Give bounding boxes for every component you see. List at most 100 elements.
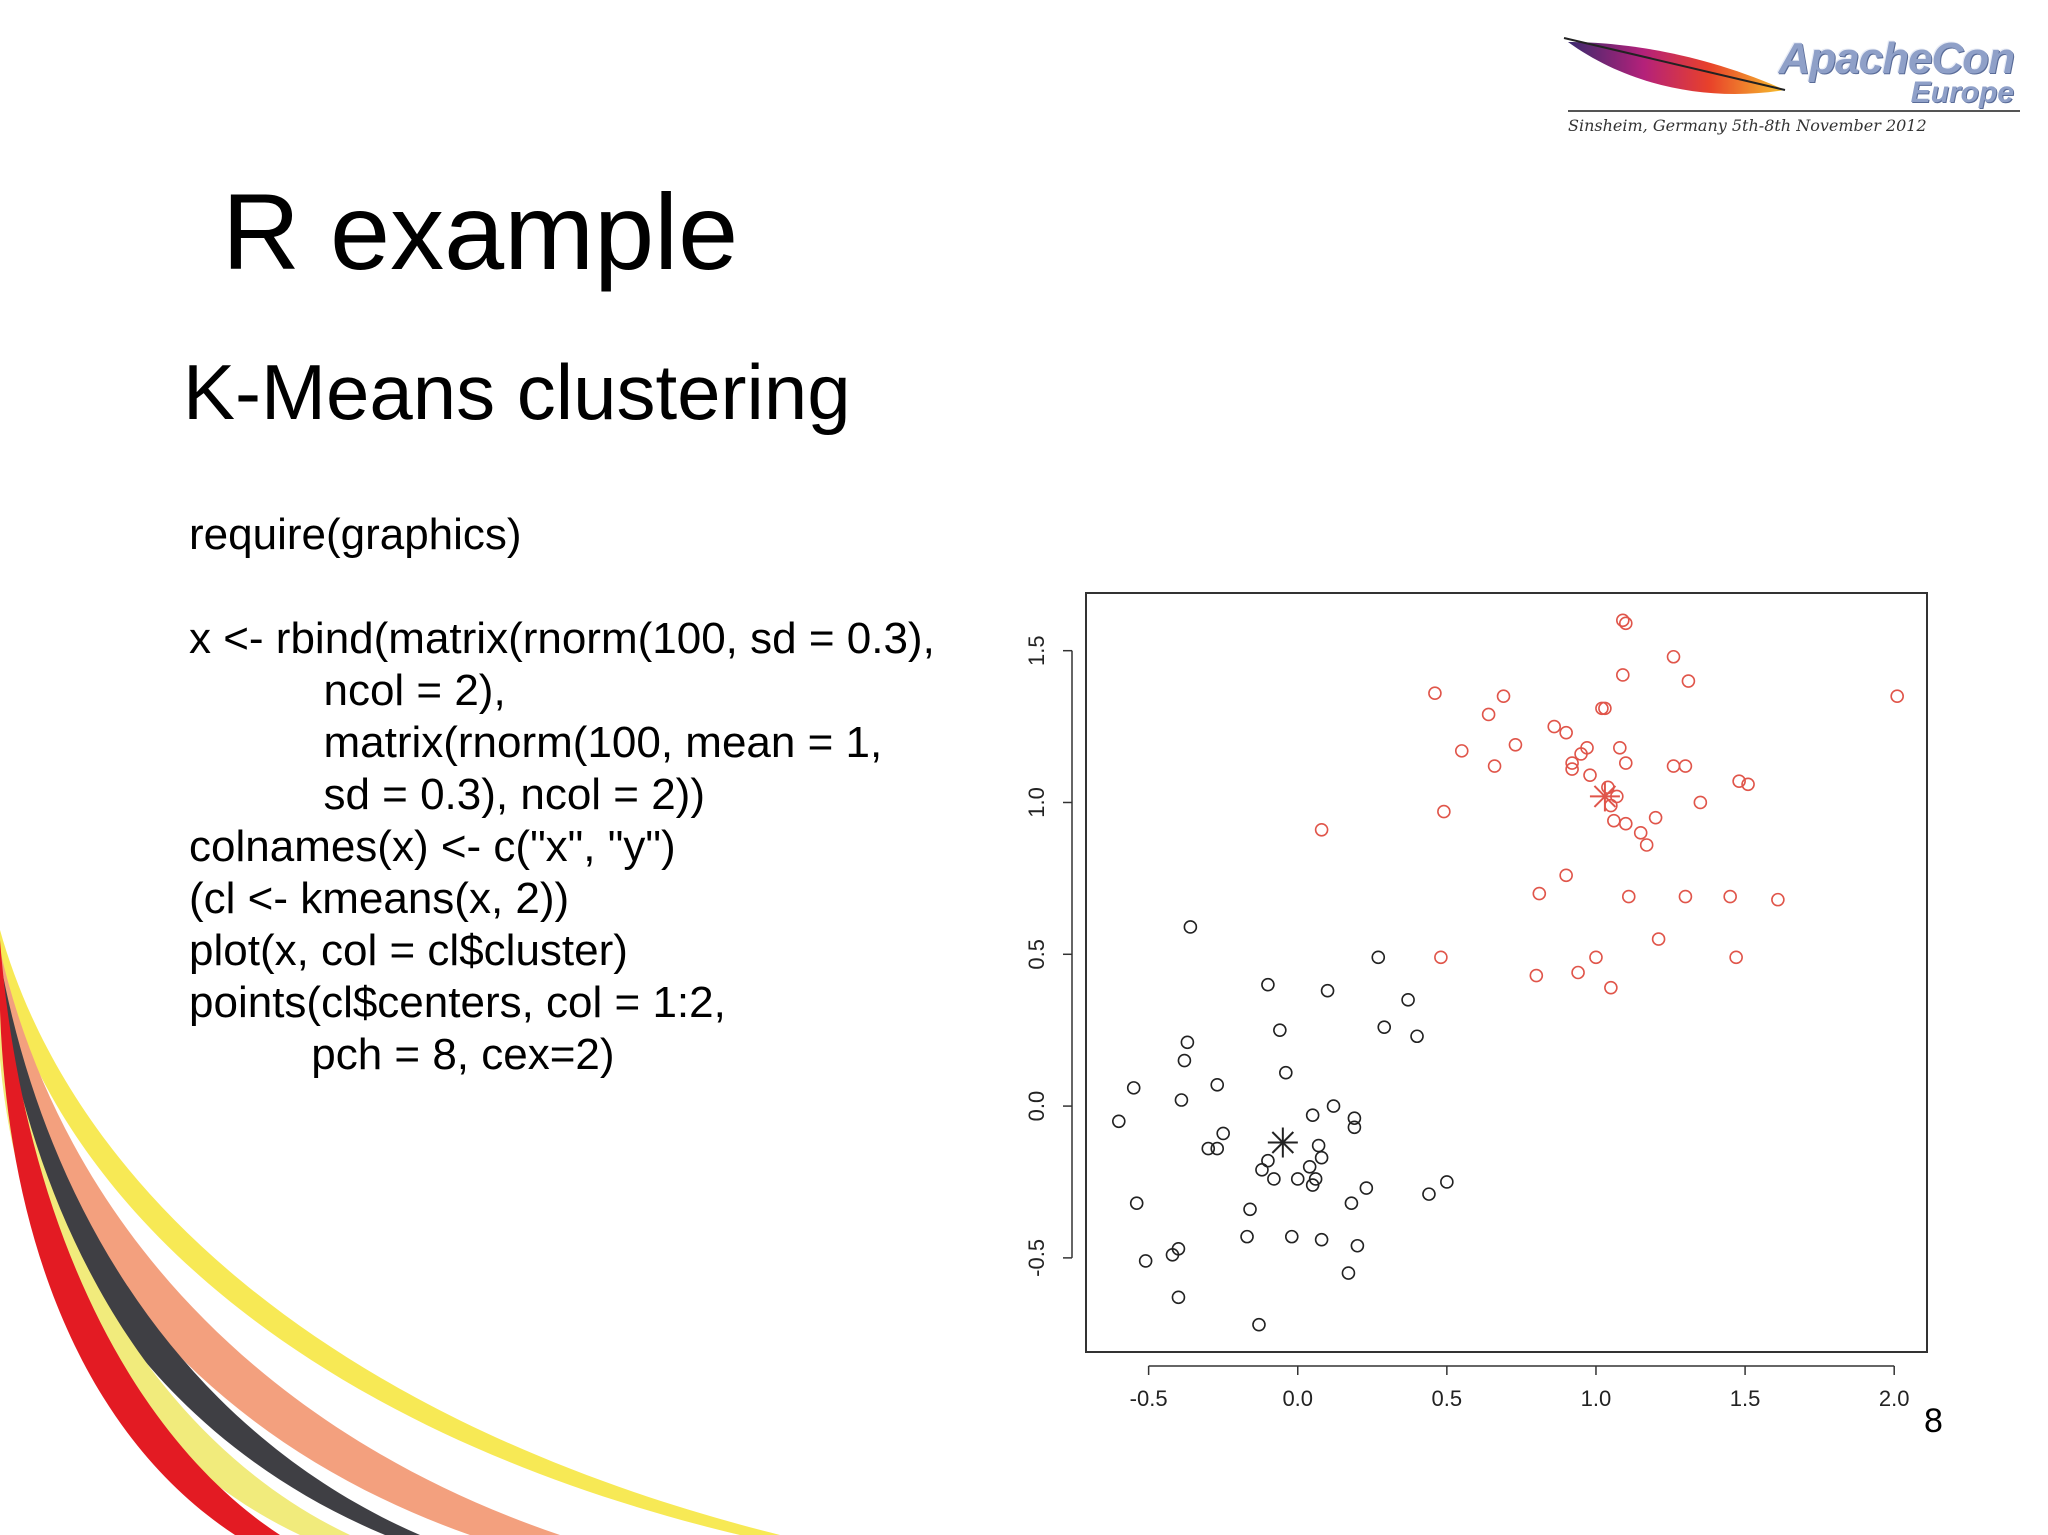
data-point-cluster-2 [1583,768,1597,782]
data-point-cluster-2 [1732,774,1746,789]
data-point-cluster-2 [1621,889,1636,904]
data-point-cluster-2 [1481,707,1496,722]
data-point-cluster-1 [1422,1187,1436,1201]
data-point-cluster-1 [1350,1238,1365,1253]
code-line: plot(x, col = cl$cluster) [189,926,628,975]
y-tick-label: 0.0 [1024,1091,1049,1122]
data-point-cluster-2 [1454,744,1469,758]
data-point-cluster-1 [1401,993,1415,1007]
data-point-cluster-2 [1532,886,1547,901]
data-point-cluster-1 [1112,1114,1126,1129]
code-line: ncol = 2), [189,666,506,715]
data-point-cluster-1 [1243,1202,1257,1217]
data-point-cluster-2 [1651,932,1666,946]
wave-salmon [0,950,560,1535]
data-point-cluster-2 [1678,889,1693,904]
data-point-cluster-2 [1604,980,1618,995]
data-point-cluster-1 [1261,977,1275,992]
data-point-cluster-1 [1314,1232,1329,1247]
data-point-cluster-1 [1279,1065,1293,1080]
data-point-cluster-1 [1126,1081,1141,1095]
data-point-cluster-2 [1487,759,1502,773]
data-point-cluster-1 [1261,1153,1275,1168]
data-point-cluster-2 [1723,889,1737,904]
data-point-cluster-2 [1613,741,1627,755]
data-point-cluster-1 [1171,1241,1186,1256]
data-point-cluster-1 [1210,1078,1225,1092]
x-tick-label: 2.0 [1879,1386,1910,1411]
data-point-cluster-2 [1890,689,1904,704]
data-point-cluster-2 [1648,810,1663,825]
wave-red [0,940,280,1535]
data-point-cluster-2 [1529,968,1544,983]
feather-icon [1563,37,1786,94]
data-point-cluster-1 [1180,1035,1195,1050]
data-point-cluster-2 [1437,804,1451,819]
data-point-cluster-2 [1678,759,1693,773]
data-point-cluster-2 [1589,950,1603,965]
data-point-cluster-2 [1618,756,1633,770]
code-line: points(cl$centers, col = 1:2, [189,978,726,1027]
y-tick-label: 0.5 [1024,939,1049,970]
data-point-cluster-1 [1326,1099,1341,1113]
data-point-cluster-2 [1607,813,1621,828]
data-point-cluster-2 [1639,838,1654,852]
data-point-cluster-2 [1559,868,1573,883]
data-point-cluster-1 [1138,1254,1153,1268]
data-point-cluster-1 [1308,1172,1323,1186]
x-tick-label: 1.5 [1730,1386,1761,1411]
y-tick-label: -0.5 [1024,1239,1049,1277]
data-point-cluster-2 [1565,762,1579,776]
data-point-cluster-2 [1496,689,1511,704]
data-point-cluster-2 [1618,616,1633,631]
logo-subtitle: Europe [1910,76,2014,109]
code-block: require(graphics) x <- rbind(matrix(rnor… [189,509,935,1081]
data-point-cluster-1 [1359,1181,1374,1195]
data-point-cluster-1 [1305,1108,1320,1122]
data-point-cluster-2 [1595,701,1609,716]
data-point-cluster-2 [1571,965,1585,980]
code-line: x <- rbind(matrix(rnorm(100, sd = 0.3), [189,614,935,663]
code-line: pch = 8, cex=2) [189,1030,615,1079]
data-point-cluster-2 [1693,795,1708,810]
page-number: 8 [1924,1402,1943,1440]
code-line: sd = 0.3), ncol = 2)) [189,770,705,819]
y-tick-label: 1.0 [1024,787,1049,818]
code-line: require(graphics) [189,510,522,559]
wave-yellow-light [0,930,780,1535]
data-point-cluster-2 [1616,613,1630,628]
cluster-center-2 [1589,781,1620,812]
data-point-cluster-2 [1616,668,1630,682]
data-point-cluster-2 [1508,737,1523,752]
plot-frame [1085,592,1928,1353]
wave-dark [0,960,420,1535]
data-point-cluster-2 [1428,686,1442,700]
code-line: colnames(x) <- c("x", "y") [189,822,676,871]
data-point-cluster-2 [1580,741,1594,755]
data-point-cluster-1 [1440,1175,1454,1189]
x-tick-label: 0.5 [1432,1386,1463,1411]
data-point-cluster-2 [1547,719,1562,734]
data-point-cluster-1 [1347,1120,1362,1135]
data-point-cluster-1 [1129,1196,1144,1211]
data-point-cluster-2 [1666,649,1681,664]
logo-caption: Sinsheim, Germany 5th-8th November 2012 [1568,116,1927,135]
data-point-cluster-1 [1371,950,1386,965]
data-point-cluster-2 [1741,777,1755,792]
data-point-cluster-1 [1252,1317,1266,1332]
data-point-cluster-1 [1240,1229,1254,1244]
logo-title: ApacheCon [1778,34,2015,83]
data-point-cluster-1 [1341,1266,1356,1280]
data-point-cluster-2 [1666,759,1681,773]
data-point-cluster-2 [1618,816,1633,831]
data-point-cluster-1 [1410,1029,1424,1044]
data-point-cluster-1 [1183,920,1198,934]
data-point-cluster-2 [1681,674,1696,688]
data-point-cluster-1 [1177,1053,1192,1068]
y-tick-label: 1.5 [1024,635,1049,666]
data-point-cluster-1 [1174,1093,1189,1107]
data-point-cluster-1 [1210,1141,1225,1156]
data-point-cluster-1 [1201,1141,1216,1156]
